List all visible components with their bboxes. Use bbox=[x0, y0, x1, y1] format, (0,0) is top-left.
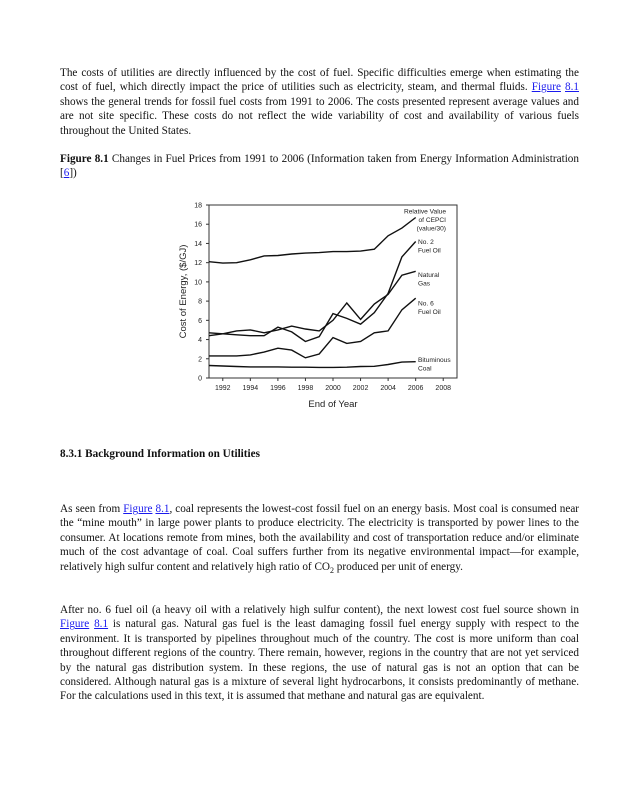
caption-label: Figure 8.1 bbox=[60, 153, 109, 165]
x-tick-label: 2008 bbox=[435, 385, 451, 392]
co2-text: CO bbox=[314, 560, 330, 573]
figure-number-link[interactable]: 8.1 bbox=[94, 618, 109, 631]
series-label: (value/30) bbox=[417, 225, 446, 232]
x-tick-label: 1992 bbox=[215, 385, 231, 392]
y-tick-label: 10 bbox=[194, 279, 202, 286]
x-tick-label: 2000 bbox=[325, 385, 341, 392]
series-line bbox=[208, 361, 416, 369]
figure-number-link[interactable]: 8.1 bbox=[565, 81, 579, 94]
series-label: of CEPCI bbox=[419, 217, 447, 224]
series-label: Coal bbox=[418, 365, 432, 372]
x-tick-label: 2004 bbox=[380, 385, 396, 392]
x-tick-label: 1996 bbox=[270, 385, 286, 392]
series-label: Natural bbox=[418, 272, 440, 279]
fuel-price-chart: 0 2 4 6 8 10 12 14 16 18 1992 1994 1996 1998 2000 2002 2… bbox=[178, 203, 458, 410]
series-label: Fuel Oil bbox=[418, 248, 441, 255]
series-line bbox=[208, 270, 416, 337]
series-label: Bituminous bbox=[418, 357, 451, 364]
x-tick-label: 1994 bbox=[243, 385, 259, 392]
figure-link[interactable]: Figure bbox=[123, 503, 153, 515]
reference-link[interactable]: 6 bbox=[63, 167, 70, 180]
y-tick-label: 4 bbox=[198, 337, 202, 344]
figure-link[interactable]: Figure bbox=[531, 81, 561, 94]
y-tick-label: 12 bbox=[194, 260, 202, 267]
paragraph-text: The costs of utilities are directly infl… bbox=[60, 67, 579, 94]
y-tick-label: 18 bbox=[194, 203, 202, 210]
paragraph-text: shows the general trends for fossil fuel… bbox=[60, 95, 579, 137]
paragraph-text: produced per unit of energy. bbox=[334, 560, 463, 573]
series-label: Gas bbox=[418, 280, 431, 287]
y-tick-label: 16 bbox=[194, 222, 202, 229]
paragraph-text: As seen from bbox=[60, 503, 124, 515]
caption-text-end: ]) bbox=[69, 167, 77, 180]
series-label: No. 2 bbox=[418, 239, 434, 246]
y-tick-label: 2 bbox=[198, 356, 202, 363]
y-axis-label: Cost of Energy, ($/GJ) bbox=[178, 245, 189, 339]
y-tick-label: 6 bbox=[198, 318, 202, 325]
series-line bbox=[208, 216, 417, 264]
x-tick-label: 2006 bbox=[408, 385, 424, 392]
x-tick-label: 1998 bbox=[298, 385, 314, 392]
caption-text: Changes in Fuel Prices from 1991 to 2006… bbox=[60, 153, 579, 180]
series-label: No. 6 bbox=[418, 301, 434, 308]
section-heading: 8.3.1 Background Information on Utilitie… bbox=[60, 448, 260, 460]
series-line bbox=[209, 297, 417, 359]
series-line bbox=[208, 241, 417, 343]
paragraph-text: , coal represents the lowest-cost fossil… bbox=[60, 503, 580, 573]
y-tick-label: 0 bbox=[198, 376, 202, 383]
y-tick-label: 8 bbox=[198, 299, 202, 306]
figure-number-link[interactable]: 8.1 bbox=[155, 503, 170, 515]
subscript: 2 bbox=[330, 565, 334, 575]
x-tick-label: 2002 bbox=[353, 385, 369, 392]
coal-paragraph: As seen from Figure 8.1, coal represents… bbox=[60, 502, 579, 578]
figure-link[interactable]: Figure bbox=[60, 618, 90, 631]
x-axis-label: End of Year bbox=[308, 399, 357, 410]
series-label: Relative Value bbox=[404, 208, 446, 215]
series-label: Fuel Oil bbox=[418, 309, 441, 316]
paragraph-text: After no. 6 fuel oil (a heavy oil with a… bbox=[60, 604, 579, 616]
intro-paragraph: The costs of utilities are directly infl… bbox=[60, 66, 579, 138]
natural-gas-paragraph: After no. 6 fuel oil (a heavy oil with a… bbox=[60, 603, 579, 704]
paragraph-text: is natural gas. Natural gas fuel is the … bbox=[60, 618, 579, 703]
y-tick-label: 14 bbox=[194, 241, 202, 248]
figure-caption: Figure 8.1 Changes in Fuel Prices from 1… bbox=[60, 152, 579, 181]
